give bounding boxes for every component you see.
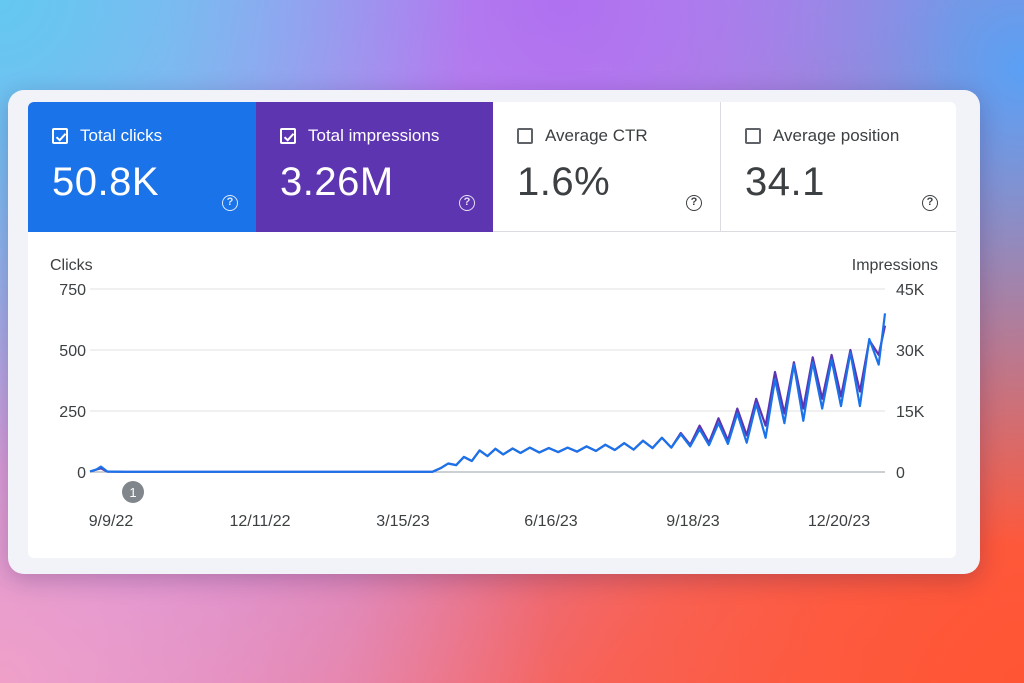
y-axis-right-ticks: 0 15K 30K 45K (896, 282, 925, 482)
right-axis-title: Impressions (852, 257, 938, 274)
y-right-tick-label: 45K (896, 282, 925, 299)
help-icon[interactable]: ? (922, 195, 938, 211)
metric-label: Average position (773, 126, 900, 145)
checkbox-unchecked-icon[interactable] (517, 128, 533, 144)
metric-tiles: Total clicks 50.8K ? Total impressions 3… (28, 102, 956, 232)
metric-value: 1.6% (517, 160, 611, 204)
left-axis-title: Clicks (50, 257, 93, 274)
metric-tile-average-position[interactable]: Average position 34.1 ? (721, 102, 956, 232)
metric-tile-average-ctr[interactable]: Average CTR 1.6% ? (493, 102, 721, 232)
y-left-tick-label: 500 (59, 343, 86, 360)
metric-label: Total impressions (308, 126, 440, 145)
help-icon[interactable]: ? (459, 195, 475, 211)
y-left-tick-label: 750 (59, 282, 86, 299)
y-right-tick-label: 30K (896, 343, 925, 360)
annotation-circle[interactable] (122, 481, 144, 503)
checkbox-checked-icon[interactable] (52, 128, 68, 144)
y-left-tick-label: 250 (59, 404, 86, 421)
metric-tile-total-impressions[interactable]: Total impressions 3.26M ? (256, 102, 493, 232)
checkbox-checked-icon[interactable] (280, 128, 296, 144)
performance-chart: Clicks Impressions 0 250 500 750 0 15K 30K 45K… (50, 257, 938, 530)
chart-grid (90, 288, 885, 473)
metric-tile-total-clicks[interactable]: Total clicks 50.8K ? (28, 102, 256, 232)
series-line-impressions (89, 325, 887, 473)
metric-value: 50.8K (52, 160, 160, 204)
y-right-tick-label: 15K (896, 404, 925, 421)
x-tick-label: 9/9/22 (89, 513, 134, 530)
metric-label: Total clicks (80, 126, 163, 145)
x-axis-ticks: 9/9/22 12/11/22 3/15/23 6/16/23 9/18/23 12/20… (89, 513, 870, 530)
annotation-label: 1 (129, 485, 136, 500)
x-tick-label: 12/20/23 (808, 513, 870, 530)
x-tick-label: 3/15/23 (376, 513, 429, 530)
y-left-tick-label: 0 (77, 465, 86, 482)
checkbox-unchecked-icon[interactable] (745, 128, 761, 144)
metric-value: 34.1 (745, 160, 825, 204)
x-tick-label: 12/11/22 (229, 513, 290, 530)
help-icon[interactable]: ? (686, 195, 702, 211)
metric-value: 3.26M (280, 160, 394, 204)
y-right-tick-label: 0 (896, 465, 905, 482)
series-line-clicks (89, 313, 887, 473)
chart-series (89, 313, 887, 473)
y-axis-left-ticks: 0 250 500 750 (59, 282, 86, 482)
performance-panel: Total clicks 50.8K ? Total impressions 3… (28, 102, 956, 558)
annotation-marker[interactable]: 1 (122, 481, 144, 503)
x-tick-label: 9/18/23 (666, 513, 719, 530)
help-icon[interactable]: ? (222, 195, 238, 211)
metric-label: Average CTR (545, 126, 648, 145)
x-tick-label: 6/16/23 (524, 513, 577, 530)
